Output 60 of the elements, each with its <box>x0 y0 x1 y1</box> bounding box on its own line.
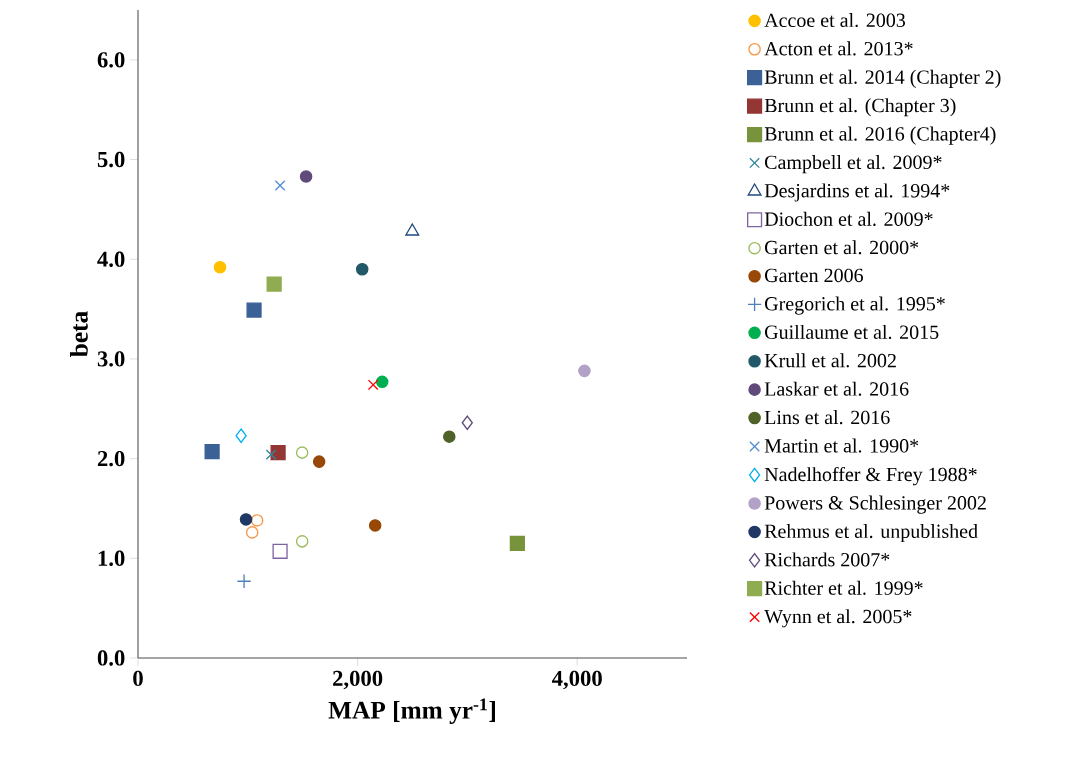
legend-label: Martin et al. 1990* <box>764 438 919 453</box>
legend-label: Guillaume et al. 2015 <box>765 324 939 340</box>
point <box>312 455 326 468</box>
legend-label: Lins et al. 2016 <box>764 410 890 425</box>
point <box>204 444 220 460</box>
point <box>299 170 313 183</box>
y-tick-label: 4.0 <box>97 251 125 267</box>
x-axis-title: MAP [mm yr$^{-1}$] <box>328 698 495 724</box>
legend-label: Wynn et al. 2005* <box>764 609 912 628</box>
legend-label: Diochon et al. 2009* <box>764 211 933 226</box>
legend-label: Garten et al. 2000* <box>765 240 919 255</box>
point <box>368 519 382 532</box>
point <box>295 535 309 548</box>
legend-label: Garten 2006 <box>765 268 864 283</box>
point <box>270 445 286 461</box>
x-tick-label: 2,000 <box>333 670 383 690</box>
legend-label: Brunn et al. 2016 (Chapter4) <box>764 126 996 145</box>
legend-label: Gregorich et al. 1995* <box>765 296 945 315</box>
point <box>213 260 227 274</box>
point <box>239 513 253 526</box>
y-axis-title: beta <box>69 311 88 357</box>
y-tick-label: 3.0 <box>97 351 125 367</box>
legend-label: Desjardins et al. 1994* <box>764 183 950 202</box>
point <box>272 543 288 559</box>
point <box>461 415 473 431</box>
legend-label: Campbell et al. 2009* <box>765 155 942 174</box>
y-tick-label: 0.0 <box>97 650 125 666</box>
legend-label: Laskar et al. 2016 <box>764 381 909 396</box>
legend-label: Brunn et al. (Chapter 3) <box>764 98 956 117</box>
legend-label: Powers & Schlesinger 2002 <box>764 495 986 514</box>
x-tick-label: 0 <box>133 670 143 687</box>
legend-label: Richter et al. 1999* <box>764 580 923 595</box>
legend-label: Acton et al. 2013* <box>764 41 913 56</box>
legend-label: Accoe et al. 2003 <box>764 12 906 28</box>
point <box>509 535 525 551</box>
point <box>405 223 420 236</box>
point <box>250 514 264 527</box>
point <box>274 180 286 191</box>
point <box>265 449 277 461</box>
y-tick-label: 1.0 <box>98 550 125 566</box>
point <box>578 364 591 378</box>
legend-label: Rehmus et al. unpublished <box>764 523 978 543</box>
point <box>295 446 309 459</box>
x-tick-label: 4,000 <box>552 670 602 690</box>
y-tick-label: 2.0 <box>97 450 125 467</box>
point <box>355 262 369 276</box>
y-tick-label: 6.0 <box>97 52 125 68</box>
point <box>236 573 252 589</box>
point <box>266 276 282 292</box>
legend-label: Nadelhoffer & Frey 1988* <box>764 466 977 486</box>
point <box>443 430 456 443</box>
point <box>246 302 262 318</box>
point <box>367 379 379 391</box>
y-tick-label: 5.0 <box>97 151 125 168</box>
point <box>245 526 259 539</box>
point <box>235 428 247 444</box>
point <box>375 375 389 389</box>
legend-label: Krull et al. 2002 <box>764 353 896 368</box>
legend-label: Richards 2007* <box>764 552 890 567</box>
legend-label: Brunn et al. 2014 (Chapter 2) <box>764 69 1001 88</box>
